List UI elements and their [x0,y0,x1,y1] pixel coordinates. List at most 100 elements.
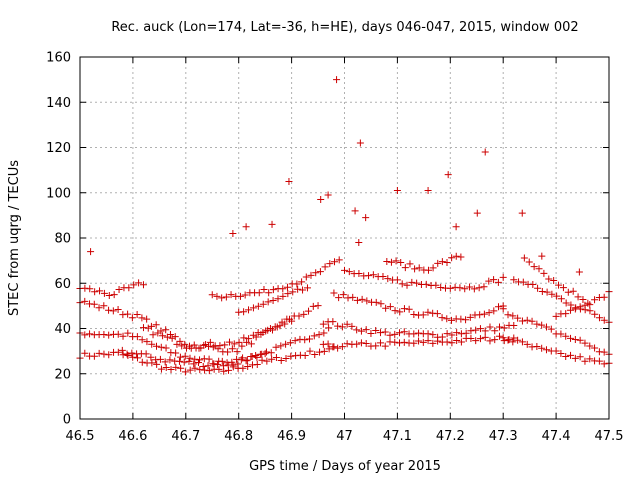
data-point [237,356,245,364]
data-point [172,363,180,371]
data-point [335,256,343,264]
data-point [504,336,512,344]
y-tick-label: 80 [54,232,71,247]
data-point [396,339,404,347]
data-point [305,307,313,315]
data-point [529,280,537,288]
data-point [124,329,132,337]
data-point [461,285,469,293]
data-point [100,330,108,338]
data-point [139,281,147,289]
data-point [384,275,392,283]
data-point [559,284,567,292]
data-point [381,328,389,336]
data-point [325,324,333,332]
x-tick-label: 46.8 [224,429,253,444]
data-point [96,287,104,295]
data-point [475,284,483,292]
data-point [343,320,351,328]
data-point [105,306,113,314]
data-point [481,148,489,156]
data-point [345,268,353,276]
data-point [400,338,408,346]
data-point [95,304,103,312]
y-tick-label: 100 [46,186,71,201]
data-point [205,367,213,375]
data-point [569,287,577,295]
data-point [218,357,226,365]
data-point [400,305,408,313]
data-point [581,339,589,347]
data-point [279,292,287,300]
data-point [214,361,222,369]
data-point [311,350,319,358]
data-point [495,323,503,331]
data-point [403,281,411,289]
data-point [591,310,599,318]
data-point [252,352,260,360]
data-point [362,326,370,334]
data-point [285,177,293,185]
data-point [135,279,143,287]
data-point [391,330,399,338]
data-point [320,329,328,337]
data-point [363,297,371,305]
data-point [509,312,517,320]
data-point [466,313,474,321]
data-point [267,349,275,357]
data-point [357,339,365,347]
data-point [329,318,337,326]
data-point [581,357,589,365]
data-point [148,359,156,367]
data-point [222,293,230,301]
data-point [235,308,243,316]
data-point [319,320,327,328]
data-point [415,337,423,345]
data-point [576,336,584,344]
data-point [227,291,235,299]
ticks-layer: 46.5 46.6 46.7 46.8 46.9 47 47.1 47.2 47.3 47.4 47… [46,51,623,445]
data-point [118,346,126,354]
data-point [391,338,399,346]
data-point [434,259,442,267]
data-point [535,265,543,273]
y-tick-label: 120 [46,141,71,156]
data-point [330,289,338,297]
data-point [206,338,214,346]
data-point [344,294,352,302]
data-point [443,258,451,266]
data-point [392,257,400,265]
data-point [353,326,361,334]
data-point [229,361,237,369]
data-point [452,252,460,260]
data-point [525,258,533,266]
data-point [600,293,608,301]
data-point [562,299,570,307]
data-point [282,340,290,348]
data-point [100,289,108,297]
data-point [382,304,390,312]
data-point [95,349,103,357]
data-point [358,295,366,303]
data-point [457,315,465,323]
data-point [452,223,460,231]
data-point [538,288,546,296]
data-point [234,360,242,368]
data-point [216,342,224,350]
data-point [310,332,318,340]
data-point [306,335,314,343]
data-point [301,352,309,360]
data-point [255,289,263,297]
data-point [586,307,594,315]
data-point [315,331,323,339]
data-point [365,272,373,280]
data-point [272,343,280,351]
data-point [159,332,167,340]
y-tick-label: 20 [54,367,71,382]
data-point [581,301,589,309]
data-point [277,342,285,350]
data-point [443,315,451,323]
data-point [571,305,579,313]
data-point [149,331,157,339]
data-point [225,338,233,346]
